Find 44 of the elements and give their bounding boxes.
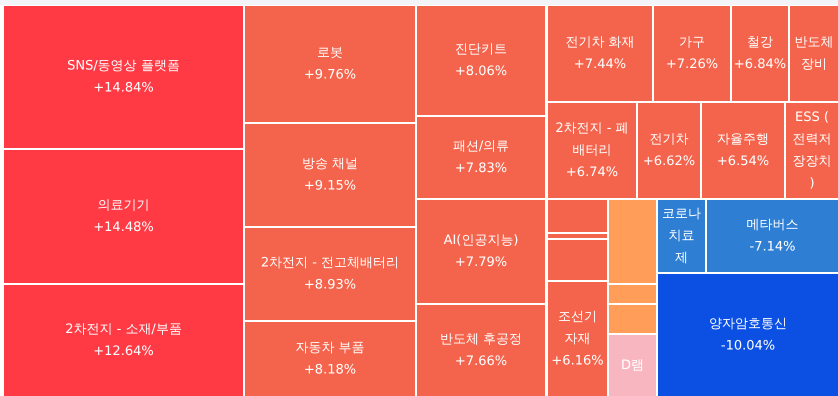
category-label: 의료기기 bbox=[98, 198, 150, 213]
category-label: 조선기자재 bbox=[558, 309, 597, 346]
data-label: +7.79% bbox=[454, 254, 508, 270]
category-label: 로봇 bbox=[317, 45, 343, 60]
category-label: 가구 bbox=[679, 34, 705, 50]
category-label: 진단키트 bbox=[455, 42, 507, 57]
category-label: 메타버스 bbox=[746, 217, 798, 232]
category-label: AI(인공지능) bbox=[444, 232, 518, 248]
data-label: +7.26% bbox=[666, 56, 718, 72]
category-label: 2차전지 - 폐배터리 bbox=[555, 120, 629, 158]
data-label: +8.18% bbox=[304, 362, 356, 378]
data-label: +14.84% bbox=[93, 80, 154, 96]
category-label: 자동차 부품 bbox=[295, 340, 365, 356]
data-label: -7.14% bbox=[750, 239, 796, 254]
data-label: +7.83% bbox=[454, 160, 508, 176]
data-label: +7.44% bbox=[574, 56, 626, 72]
data-label: -10.04% bbox=[720, 338, 776, 354]
data-label: +9.76% bbox=[304, 67, 356, 82]
category-label: 철강 bbox=[747, 34, 773, 50]
data-label: +6.62% bbox=[642, 154, 696, 169]
category-label: 양자암호통신 bbox=[709, 316, 787, 332]
data-label: +7.66% bbox=[454, 354, 508, 369]
category-label: 전기차 화재 bbox=[565, 34, 635, 50]
category-label: SNS/동영상 플랫폼 bbox=[67, 58, 180, 74]
data-label: +8.93% bbox=[304, 277, 356, 292]
category-label: 코로나 치료제 bbox=[662, 206, 701, 266]
data-label: +6.74% bbox=[566, 164, 618, 180]
category-label: 2차전지 - 소재/부품 bbox=[65, 322, 182, 337]
category-label: 반도체 장비 bbox=[794, 34, 834, 72]
data-label: +6.16% bbox=[551, 353, 604, 368]
category-label: D램 bbox=[620, 358, 644, 373]
category-label: 반도체 후공정 bbox=[440, 332, 522, 347]
data-label: +12.64% bbox=[93, 344, 154, 359]
category-label: 자율주행 bbox=[717, 132, 769, 147]
data-label: +6.84% bbox=[734, 56, 786, 72]
category-label: ESS (전력저장장치) bbox=[792, 110, 832, 191]
category-label: 전기차 bbox=[650, 132, 688, 147]
category-label: 패션/의류 bbox=[452, 138, 510, 154]
data-label: +6.54% bbox=[716, 154, 770, 169]
category-label: 방송 채널 bbox=[302, 156, 358, 172]
category-label: 2차전지 - 전고체배터리 bbox=[260, 255, 400, 270]
data-label: +8.06% bbox=[454, 64, 508, 79]
data-label: +9.15% bbox=[304, 178, 356, 194]
data-label: +14.48% bbox=[93, 220, 154, 235]
